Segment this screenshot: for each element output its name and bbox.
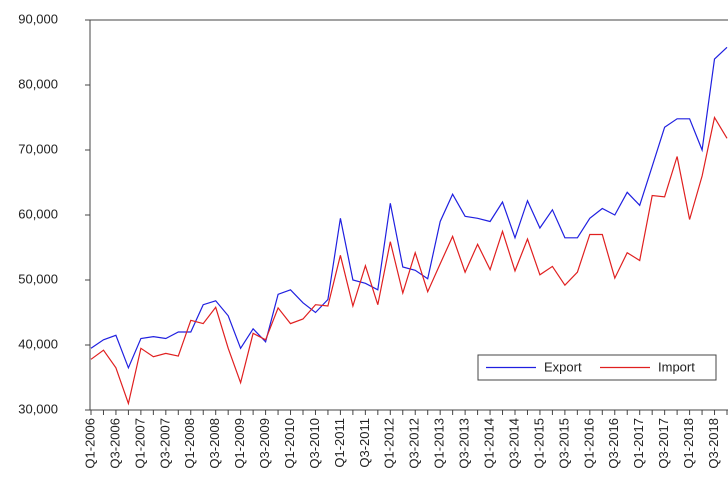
y-tick-label: 60,000 [18,206,58,221]
x-tick-label: Q1-2010 [282,418,297,469]
x-tick-label: Q3-2012 [407,418,422,469]
x-tick-label: Q1-2011 [332,418,347,468]
x-tick-label: Q3-2009 [257,418,272,469]
series-line [90,115,728,406]
x-tick-label: Q3-2013 [457,418,472,469]
x-tick-label: Q1-2009 [232,418,247,469]
x-tick-label: Q1-2006 [82,418,97,469]
x-tick-label: Q3-2016 [606,418,621,469]
x-tick-label: Q3-2008 [207,418,222,469]
x-tick-label: Q1-2014 [481,418,496,469]
y-tick-label: 30,000 [18,401,58,416]
legend-label: Import [658,359,695,374]
x-tick-label: Q3-2014 [506,418,521,469]
y-tick-label: 90,000 [18,11,58,26]
x-tick-label: Q3-2017 [656,418,671,469]
y-tick-label: 80,000 [18,76,58,91]
x-tick-label: Q1-2013 [432,418,447,469]
x-tick-label: Q1-2015 [531,418,546,469]
x-tick-label: Q1-2012 [382,418,397,469]
x-tick-label: Q1-2017 [631,418,646,469]
y-tick-label: 50,000 [18,271,58,286]
x-tick-label: Q1-2016 [581,418,596,469]
x-tick-label: Q3-2011 [357,418,372,468]
x-tick-label: Q1-2008 [182,418,197,469]
y-tick-label: 70,000 [18,141,58,156]
series-line [90,46,728,370]
legend-label: Export [544,359,582,374]
x-tick-label: Q3-2010 [307,418,322,469]
y-tick-label: 40,000 [18,336,58,351]
x-tick-label: Q1-2018 [681,418,696,469]
x-tick-label: Q3-2018 [706,418,721,469]
x-tick-label: Q1-2007 [132,418,147,469]
plot-frame [89,19,728,411]
x-tick-label: Q3-2006 [107,418,122,469]
x-tick-label: Q3-2007 [157,418,172,469]
x-tick-label: Q3-2015 [556,418,571,469]
